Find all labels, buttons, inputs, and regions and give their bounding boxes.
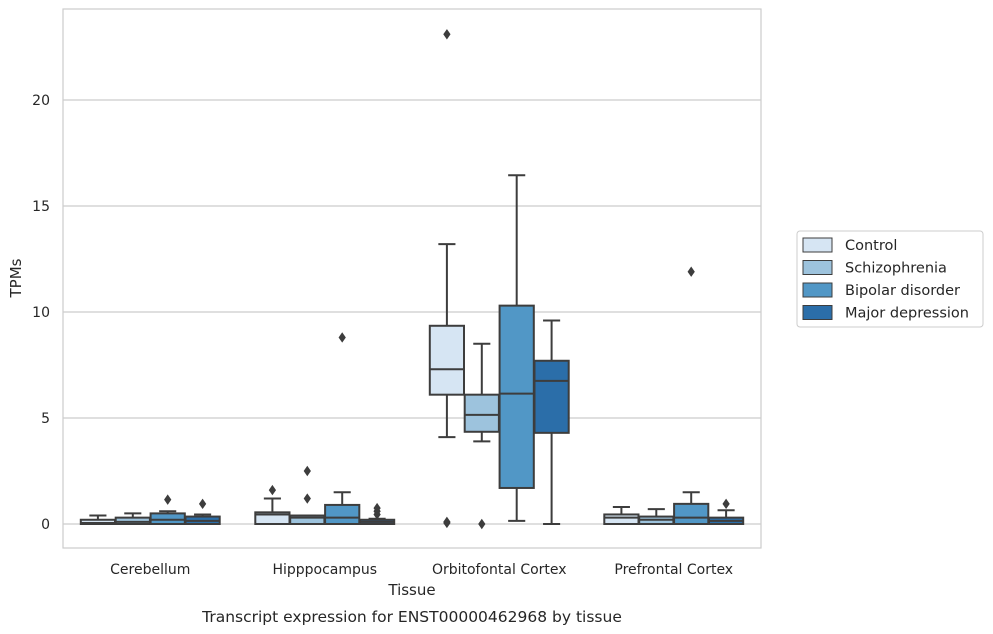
box-1-3 [358, 502, 396, 526]
legend-swatch [802, 305, 833, 320]
x-tick-label: Orbitofontal Cortex [432, 562, 567, 578]
box-body [428, 324, 466, 396]
box-body [463, 393, 500, 433]
outlier-point [373, 502, 381, 514]
y-tick-label: 15 [32, 199, 50, 215]
outlier-point [164, 494, 172, 505]
x-tick-label: Hipppocampus [272, 562, 377, 578]
box-body [114, 516, 151, 526]
legend-frame [796, 230, 984, 328]
y-tick-label: 5 [41, 411, 50, 427]
y-tick-label: 0 [41, 517, 50, 533]
outlier-point [478, 518, 486, 530]
box-3-3 [707, 498, 745, 526]
y-tick-label: 20 [32, 93, 50, 109]
box-3-2 [673, 266, 710, 525]
boxes [79, 29, 745, 530]
box-body [498, 304, 535, 489]
box-2-3 [533, 319, 570, 525]
box-3-1 [638, 508, 675, 526]
outlier-point [443, 29, 451, 40]
box-body [603, 513, 640, 526]
box-2-1 [463, 342, 500, 530]
x-axis-label: Tissue [387, 581, 435, 599]
x-tick-label: Prefrontal Cortex [614, 562, 733, 578]
outlier-point [303, 465, 311, 477]
legend-swatch [802, 282, 833, 298]
box-body [673, 502, 710, 525]
box-2-0 [428, 29, 466, 529]
chart-caption: Transcript expression for ENST0000046296… [201, 608, 622, 626]
legend: Control Schizophrenia Bipolar disorder Majo… [796, 230, 984, 328]
x-axis-ticks: Cerebellum Hipppocampus Orbitofontal Corte… [110, 562, 733, 578]
outlier-point [722, 498, 730, 510]
legend-swatch [802, 260, 833, 275]
outlier-point [687, 266, 695, 277]
outlier-point [338, 332, 346, 343]
x-tick-label: Cerebellum [110, 562, 190, 578]
y-tick-label: 10 [32, 305, 50, 321]
y-axis-label: TPMs [7, 258, 25, 298]
legend-label: Control [845, 238, 897, 254]
box-0-3 [184, 498, 221, 526]
legend-label: Schizophrenia [845, 261, 947, 277]
outlier-point [268, 484, 277, 496]
box-1-2 [324, 332, 361, 526]
box-body [324, 503, 361, 526]
legend-swatch [802, 237, 833, 253]
outlier-point [443, 516, 451, 528]
plot-background [63, 9, 761, 548]
box-body [149, 512, 186, 526]
y-axis-ticks: 0 5 10 15 20 [32, 93, 50, 533]
box-1-0 [254, 484, 291, 526]
legend-label: Bipolar disorder [845, 283, 960, 299]
plot-frame [62, 8, 762, 549]
outlier-point [303, 493, 311, 504]
legend-label: Major depression [845, 306, 969, 322]
outlier-point [198, 498, 207, 510]
box-body [533, 359, 570, 434]
